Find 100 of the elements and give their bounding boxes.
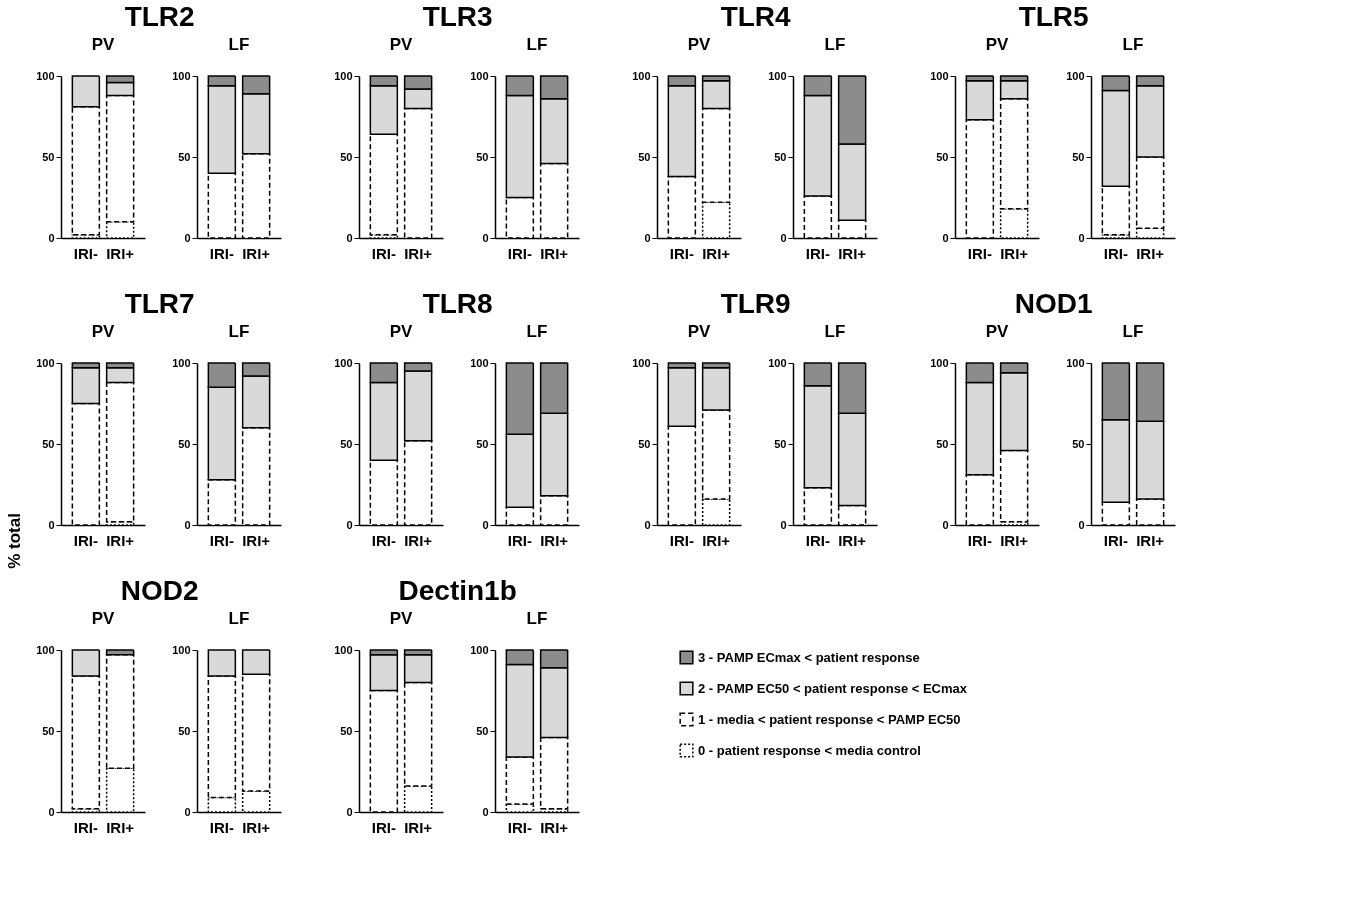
- chart-title: TLR5: [1018, 1, 1089, 32]
- y-tick-label: 100: [334, 69, 353, 82]
- y-tick-label: 50: [774, 437, 787, 450]
- y-tick-label: 0: [48, 231, 55, 244]
- y-tick-label: 100: [930, 356, 949, 369]
- x-tick-label: IRI+: [1136, 244, 1165, 262]
- chart-title: TLR3: [422, 1, 493, 32]
- x-tick-label: IRI+: [1136, 531, 1165, 549]
- x-tick-label: IRI+: [404, 818, 433, 836]
- y-tick-label: 50: [340, 437, 353, 450]
- y-tick-label: 100: [768, 69, 787, 82]
- x-tick-label: IRI-: [805, 244, 830, 262]
- y-tick-label: 100: [470, 643, 489, 656]
- y-tick-label: 100: [172, 356, 191, 369]
- x-tick-label: IRI+: [404, 531, 433, 549]
- chart-title: TLR7: [124, 288, 195, 319]
- chart-subtitle: LF: [824, 322, 846, 341]
- x-tick-label: IRI+: [106, 531, 135, 549]
- chart-subtitle: PV: [389, 609, 413, 628]
- x-tick-label: IRI+: [540, 818, 569, 836]
- x-tick-label: IRI+: [838, 244, 867, 262]
- chart-subtitle: PV: [687, 35, 711, 54]
- legend-label: 1 - media < patient response < PAMP EC50: [698, 711, 961, 727]
- chart-subtitle: PV: [687, 322, 711, 341]
- x-tick-label: IRI+: [1000, 531, 1029, 549]
- x-tick-label: IRI+: [540, 531, 569, 549]
- y-tick-label: 50: [936, 150, 949, 163]
- x-tick-label: IRI-: [209, 244, 234, 262]
- chart-subtitle: LF: [228, 609, 250, 628]
- y-tick-label: 0: [482, 231, 489, 244]
- y-tick-label: 0: [644, 518, 651, 531]
- y-axis-title: % total: [5, 513, 24, 569]
- chart-subtitle: LF: [228, 35, 250, 54]
- x-tick-label: IRI-: [507, 531, 532, 549]
- chart-subtitle: LF: [228, 322, 250, 341]
- chart-subtitle: PV: [91, 609, 115, 628]
- chart-title: NOD1: [1014, 288, 1093, 319]
- x-tick-label: IRI-: [507, 818, 532, 836]
- legend-label: 3 - PAMP ECmax < patient response: [698, 649, 920, 665]
- chart-title: TLR2: [124, 1, 195, 32]
- x-tick-label: IRI-: [209, 818, 234, 836]
- y-tick-label: 0: [1078, 518, 1085, 531]
- y-tick-label: 50: [476, 437, 489, 450]
- x-tick-label: IRI-: [669, 244, 694, 262]
- y-tick-label: 50: [340, 724, 353, 737]
- y-tick-label: 50: [178, 724, 191, 737]
- y-tick-label: 0: [780, 518, 787, 531]
- chart-subtitle: PV: [91, 35, 115, 54]
- y-tick-label: 50: [638, 437, 651, 450]
- y-tick-label: 100: [334, 643, 353, 656]
- chart-title: NOD2: [120, 575, 199, 606]
- y-tick-label: 100: [36, 356, 55, 369]
- chart-subtitle: PV: [985, 35, 1009, 54]
- chart-subtitle: LF: [526, 322, 548, 341]
- x-tick-label: IRI-: [507, 244, 532, 262]
- chart-title: TLR4: [720, 1, 792, 32]
- chart-subtitle: LF: [1122, 322, 1144, 341]
- y-tick-label: 50: [1072, 437, 1085, 450]
- x-tick-label: IRI-: [73, 818, 98, 836]
- x-tick-label: IRI+: [106, 244, 135, 262]
- x-tick-label: IRI+: [702, 531, 731, 549]
- y-tick-label: 0: [346, 231, 353, 244]
- y-tick-label: 50: [774, 150, 787, 163]
- x-tick-label: IRI-: [805, 531, 830, 549]
- y-tick-label: 50: [476, 150, 489, 163]
- x-tick-label: IRI-: [669, 531, 694, 549]
- y-tick-label: 0: [482, 805, 489, 818]
- y-tick-label: 100: [36, 69, 55, 82]
- chart-title: TLR8: [422, 288, 493, 319]
- x-tick-label: IRI-: [73, 244, 98, 262]
- x-tick-label: IRI-: [1103, 244, 1128, 262]
- y-tick-label: 50: [638, 150, 651, 163]
- y-tick-label: 50: [476, 724, 489, 737]
- x-tick-label: IRI+: [540, 244, 569, 262]
- chart-subtitle: LF: [824, 35, 846, 54]
- chart-subtitle: LF: [1122, 35, 1144, 54]
- y-tick-label: 50: [1072, 150, 1085, 163]
- chart-subtitle: PV: [389, 322, 413, 341]
- y-tick-label: 100: [768, 356, 787, 369]
- legend-label: 0 - patient response < media control: [698, 742, 921, 758]
- x-tick-label: IRI-: [371, 531, 396, 549]
- y-tick-label: 50: [42, 150, 55, 163]
- y-tick-label: 100: [930, 69, 949, 82]
- x-tick-label: IRI-: [967, 531, 992, 549]
- chart-subtitle: PV: [91, 322, 115, 341]
- y-tick-label: 100: [36, 643, 55, 656]
- legend-label: 2 - PAMP EC50 < patient response < ECmax: [698, 680, 968, 696]
- y-tick-label: 0: [184, 805, 191, 818]
- y-tick-label: 50: [178, 150, 191, 163]
- chart-subtitle: PV: [389, 35, 413, 54]
- y-tick-label: 100: [334, 356, 353, 369]
- y-tick-label: 0: [644, 231, 651, 244]
- y-tick-label: 50: [936, 437, 949, 450]
- y-tick-label: 100: [632, 356, 651, 369]
- y-tick-label: 0: [942, 231, 949, 244]
- y-tick-label: 0: [48, 518, 55, 531]
- chart-subtitle: LF: [526, 609, 548, 628]
- chart-title: TLR9: [720, 288, 791, 319]
- x-tick-label: IRI+: [242, 531, 271, 549]
- y-tick-label: 0: [346, 518, 353, 531]
